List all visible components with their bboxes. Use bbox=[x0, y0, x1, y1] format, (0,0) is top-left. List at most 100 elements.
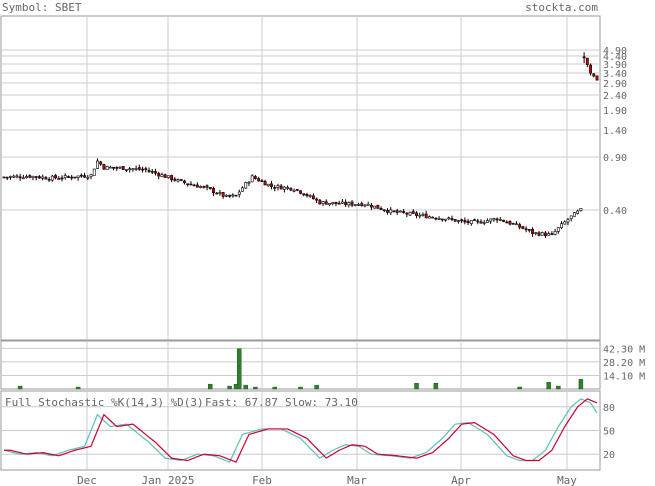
candle-body bbox=[476, 220, 480, 223]
candle-body bbox=[576, 210, 580, 214]
candle-body bbox=[212, 188, 215, 194]
price-candles bbox=[2, 52, 599, 239]
candle-body bbox=[524, 228, 528, 231]
candle-body bbox=[76, 175, 80, 178]
candle-body bbox=[279, 185, 283, 190]
candle-body bbox=[556, 227, 560, 232]
x-tick-label: Jan 2025 bbox=[142, 474, 195, 486]
candle-body bbox=[302, 193, 306, 196]
candle-body bbox=[402, 211, 406, 213]
candle-body bbox=[105, 166, 109, 171]
candle-body bbox=[418, 214, 422, 217]
candle-body bbox=[231, 194, 235, 197]
candle-body bbox=[215, 192, 219, 195]
candle-body bbox=[328, 203, 331, 206]
price-tick-label: 2.40 bbox=[603, 91, 627, 102]
candle-body bbox=[379, 208, 383, 210]
candle-body bbox=[553, 231, 557, 235]
candle-body bbox=[147, 170, 151, 172]
volume-bar bbox=[546, 382, 551, 390]
stochastic-fast-line bbox=[3, 398, 598, 463]
candle-body bbox=[321, 201, 325, 204]
candle-body bbox=[83, 175, 86, 178]
candle-body bbox=[469, 220, 473, 224]
candle-body bbox=[189, 183, 193, 186]
candle-body bbox=[505, 221, 509, 224]
candle-body bbox=[295, 189, 299, 191]
volume-panel: 42.30 M 28.20 M 14.10 M bbox=[0, 340, 645, 390]
candle-body bbox=[495, 218, 499, 221]
candle-body bbox=[221, 192, 225, 197]
candle-body bbox=[485, 220, 489, 223]
candle-body bbox=[456, 220, 460, 222]
volume-tick-label: 28.20 M bbox=[603, 358, 645, 369]
candle-body bbox=[234, 194, 238, 197]
candle-body bbox=[195, 184, 199, 188]
candle-body bbox=[305, 193, 309, 197]
price-panel: 4.904.403.903.402.902.40 1.90 1.40 0.90 0.40 bbox=[0, 15, 627, 341]
candle-body bbox=[38, 176, 41, 179]
candle-body bbox=[28, 175, 32, 178]
candle-body bbox=[154, 171, 157, 174]
volume-bar bbox=[414, 382, 419, 390]
candle-body bbox=[186, 183, 190, 186]
price-tick-label: 3.90 bbox=[603, 60, 627, 71]
volume-bar bbox=[556, 385, 561, 390]
price-tick-label: 4.40 bbox=[603, 52, 627, 63]
candle-body bbox=[331, 202, 335, 205]
candle-body bbox=[54, 175, 57, 179]
candle-body bbox=[337, 202, 341, 205]
candle-body bbox=[566, 219, 570, 223]
candle-body bbox=[266, 183, 270, 187]
stochastic-title: Full Stochastic %K(14,3) %D(3) bbox=[5, 396, 204, 409]
candle-body bbox=[89, 174, 93, 177]
candle-body bbox=[527, 229, 531, 231]
stochastic-tick-label: 50 bbox=[603, 427, 615, 438]
candle-body bbox=[18, 176, 22, 179]
candle-body bbox=[308, 195, 312, 197]
candle-body bbox=[2, 176, 6, 179]
candle-body bbox=[183, 180, 186, 184]
candle-body bbox=[405, 212, 409, 215]
symbol-label: Symbol: SBET bbox=[2, 1, 82, 14]
x-tick-label: Feb bbox=[252, 474, 272, 486]
x-tick-label: Mar bbox=[347, 474, 367, 486]
candle-body bbox=[224, 194, 228, 197]
candle-body bbox=[257, 178, 261, 182]
candle-body bbox=[424, 213, 428, 219]
candle-body bbox=[202, 186, 206, 188]
volume-bar bbox=[75, 386, 81, 390]
candle-body bbox=[9, 176, 12, 178]
candle-body bbox=[408, 212, 412, 216]
candle-body bbox=[437, 218, 441, 220]
candle-body bbox=[128, 168, 132, 170]
candle-body bbox=[63, 175, 67, 178]
candle-body bbox=[563, 221, 567, 225]
volume-tick-label: 42.30 M bbox=[603, 344, 645, 355]
stochastic-tick-label: 80 bbox=[603, 403, 615, 414]
volume-bar bbox=[298, 386, 303, 390]
candle-body bbox=[260, 180, 264, 182]
candle-body bbox=[540, 232, 544, 236]
candle-body bbox=[176, 179, 180, 182]
volume-bar bbox=[578, 379, 584, 390]
candle-body bbox=[179, 179, 183, 181]
candle-body bbox=[369, 204, 373, 208]
candle-body bbox=[250, 175, 254, 183]
candle-body bbox=[589, 64, 592, 74]
candle-body bbox=[218, 192, 222, 194]
candle-body bbox=[550, 233, 554, 235]
candle-body bbox=[5, 176, 9, 179]
candle-body bbox=[173, 178, 177, 181]
stochastic-tick-label: 20 bbox=[603, 450, 615, 461]
price-axis: 4.904.403.903.402.902.40 1.90 1.40 0.90 0.40 bbox=[603, 46, 627, 217]
site-label[interactable]: stockta.com bbox=[525, 1, 598, 14]
stochastic-axis: 80 50 20 bbox=[603, 403, 615, 461]
x-tick-label: May bbox=[557, 474, 577, 486]
candle-body bbox=[347, 202, 351, 206]
candle-body bbox=[73, 176, 77, 179]
candle-body bbox=[41, 176, 45, 179]
candle-body bbox=[515, 223, 518, 226]
price-tick-label: 0.90 bbox=[603, 153, 627, 164]
